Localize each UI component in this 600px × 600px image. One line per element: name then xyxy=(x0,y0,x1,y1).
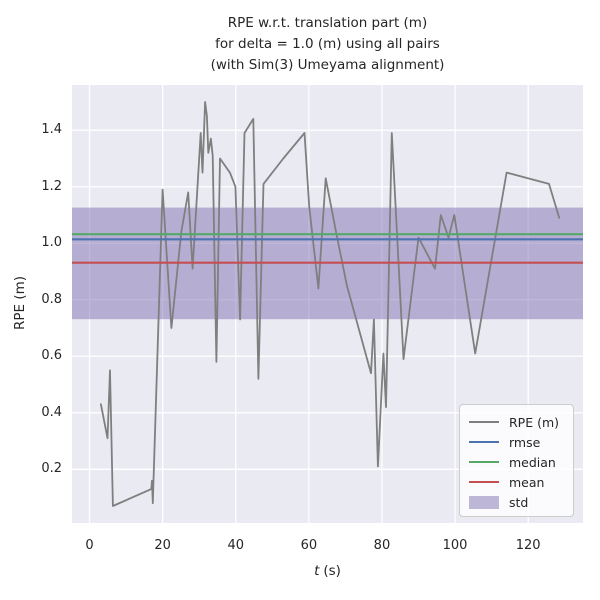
legend-line-swatch xyxy=(469,461,499,463)
x-axis-label: t (s) xyxy=(72,563,583,579)
legend-line-swatch xyxy=(469,481,499,483)
x-axis-label-unit: (s) xyxy=(323,563,341,579)
chart-title-line-3: (with Sim(3) Umeyama alignment) xyxy=(210,57,445,73)
legend-label: rmse xyxy=(509,434,541,450)
x-tick-label-60: 60 xyxy=(300,538,318,553)
legend-label: median xyxy=(509,454,556,470)
y-tick-label-1.0: 1.0 xyxy=(41,235,62,251)
x-axis-label-variable: t xyxy=(314,563,320,579)
plot-svg xyxy=(72,85,583,523)
x-tick-label-40: 40 xyxy=(227,538,245,553)
x-tick-label-20: 20 xyxy=(154,538,171,553)
y-tick-label-0.4: 0.4 xyxy=(41,404,62,420)
x-tick-label-120: 120 xyxy=(515,538,541,553)
legend-items: RPE (m) rmse median mean std xyxy=(469,412,564,512)
y-axis-label: RPE (m) xyxy=(12,275,28,331)
rpe-line xyxy=(99,101,561,507)
legend-line-swatch xyxy=(469,441,499,443)
legend-line-swatch xyxy=(469,421,499,423)
y-tick-label-0.6: 0.6 xyxy=(41,348,62,364)
y-tick-label-0.2: 0.2 xyxy=(41,461,62,477)
y-tick-label-0.8: 0.8 xyxy=(41,291,62,307)
legend-patch-swatch xyxy=(469,495,499,509)
chart-title: RPE w.r.t. translation part (m) for delt… xyxy=(72,13,583,76)
legend-item-median: median xyxy=(469,452,564,472)
y-tick-label-1.2: 1.2 xyxy=(41,178,62,194)
x-tick-label-0: 0 xyxy=(85,538,94,553)
legend-item-rmse: rmse xyxy=(469,432,564,452)
chart-title-line-2: for delta = 1.0 (m) using all pairs xyxy=(215,36,440,52)
legend-label: RPE (m) xyxy=(509,414,560,430)
x-tick-label-100: 100 xyxy=(442,538,468,553)
legend-item-mean: mean xyxy=(469,472,564,492)
legend-item-std: std xyxy=(469,492,564,512)
y-tick-label-1.4: 1.4 xyxy=(41,122,62,138)
x-tick-label-80: 80 xyxy=(373,538,391,553)
legend: RPE (m) rmse median mean std xyxy=(459,404,574,517)
chart-title-line-1: RPE w.r.t. translation part (m) xyxy=(227,15,428,31)
legend-label: mean xyxy=(509,474,545,490)
legend-label: std xyxy=(509,494,529,510)
legend-item-rpe-m-: RPE (m) xyxy=(469,412,564,432)
